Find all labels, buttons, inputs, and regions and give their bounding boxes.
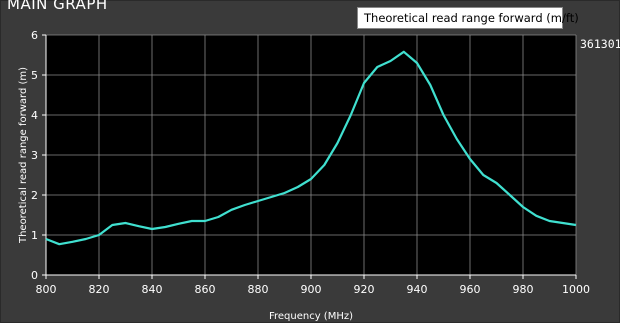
x-tick-label: 940	[407, 283, 428, 296]
x-tick-label: 860	[195, 283, 216, 296]
axes: 800 820 840 860 880 900 920 940 960 980 1000 0 1 2 3 4 5…	[31, 29, 590, 296]
series-tag: 361301	[580, 37, 620, 51]
series-group	[45, 50, 577, 246]
x-tick-label: 980	[513, 283, 534, 296]
legend-box: Theoretical read range forward (m/ft)	[357, 7, 579, 29]
x-tick-label: 820	[89, 283, 110, 296]
x-tick-label: 1000	[562, 283, 590, 296]
y-tick-label: 6	[31, 29, 38, 42]
y-tick-label: 5	[31, 69, 38, 82]
x-tick-label: 960	[460, 283, 481, 296]
series-line	[45, 50, 577, 246]
y-tick-label: 4	[31, 109, 38, 122]
x-tick-label: 800	[36, 283, 57, 296]
x-axis-label: Frequency (MHz)	[269, 311, 353, 322]
y-tick-label: 0	[31, 269, 38, 282]
y-tick-label: 1	[31, 229, 38, 242]
x-tick-label: 920	[354, 283, 375, 296]
x-tick-label: 840	[142, 283, 163, 296]
graph-title: MAIN GRAPH	[7, 0, 108, 13]
y-tick-label: 2	[31, 189, 38, 202]
x-tick-label: 900	[301, 283, 322, 296]
x-tick-label: 880	[248, 283, 269, 296]
y-axis-label: Theoretical read range forward (m)	[18, 67, 29, 244]
y-tick-label: 3	[31, 149, 38, 162]
